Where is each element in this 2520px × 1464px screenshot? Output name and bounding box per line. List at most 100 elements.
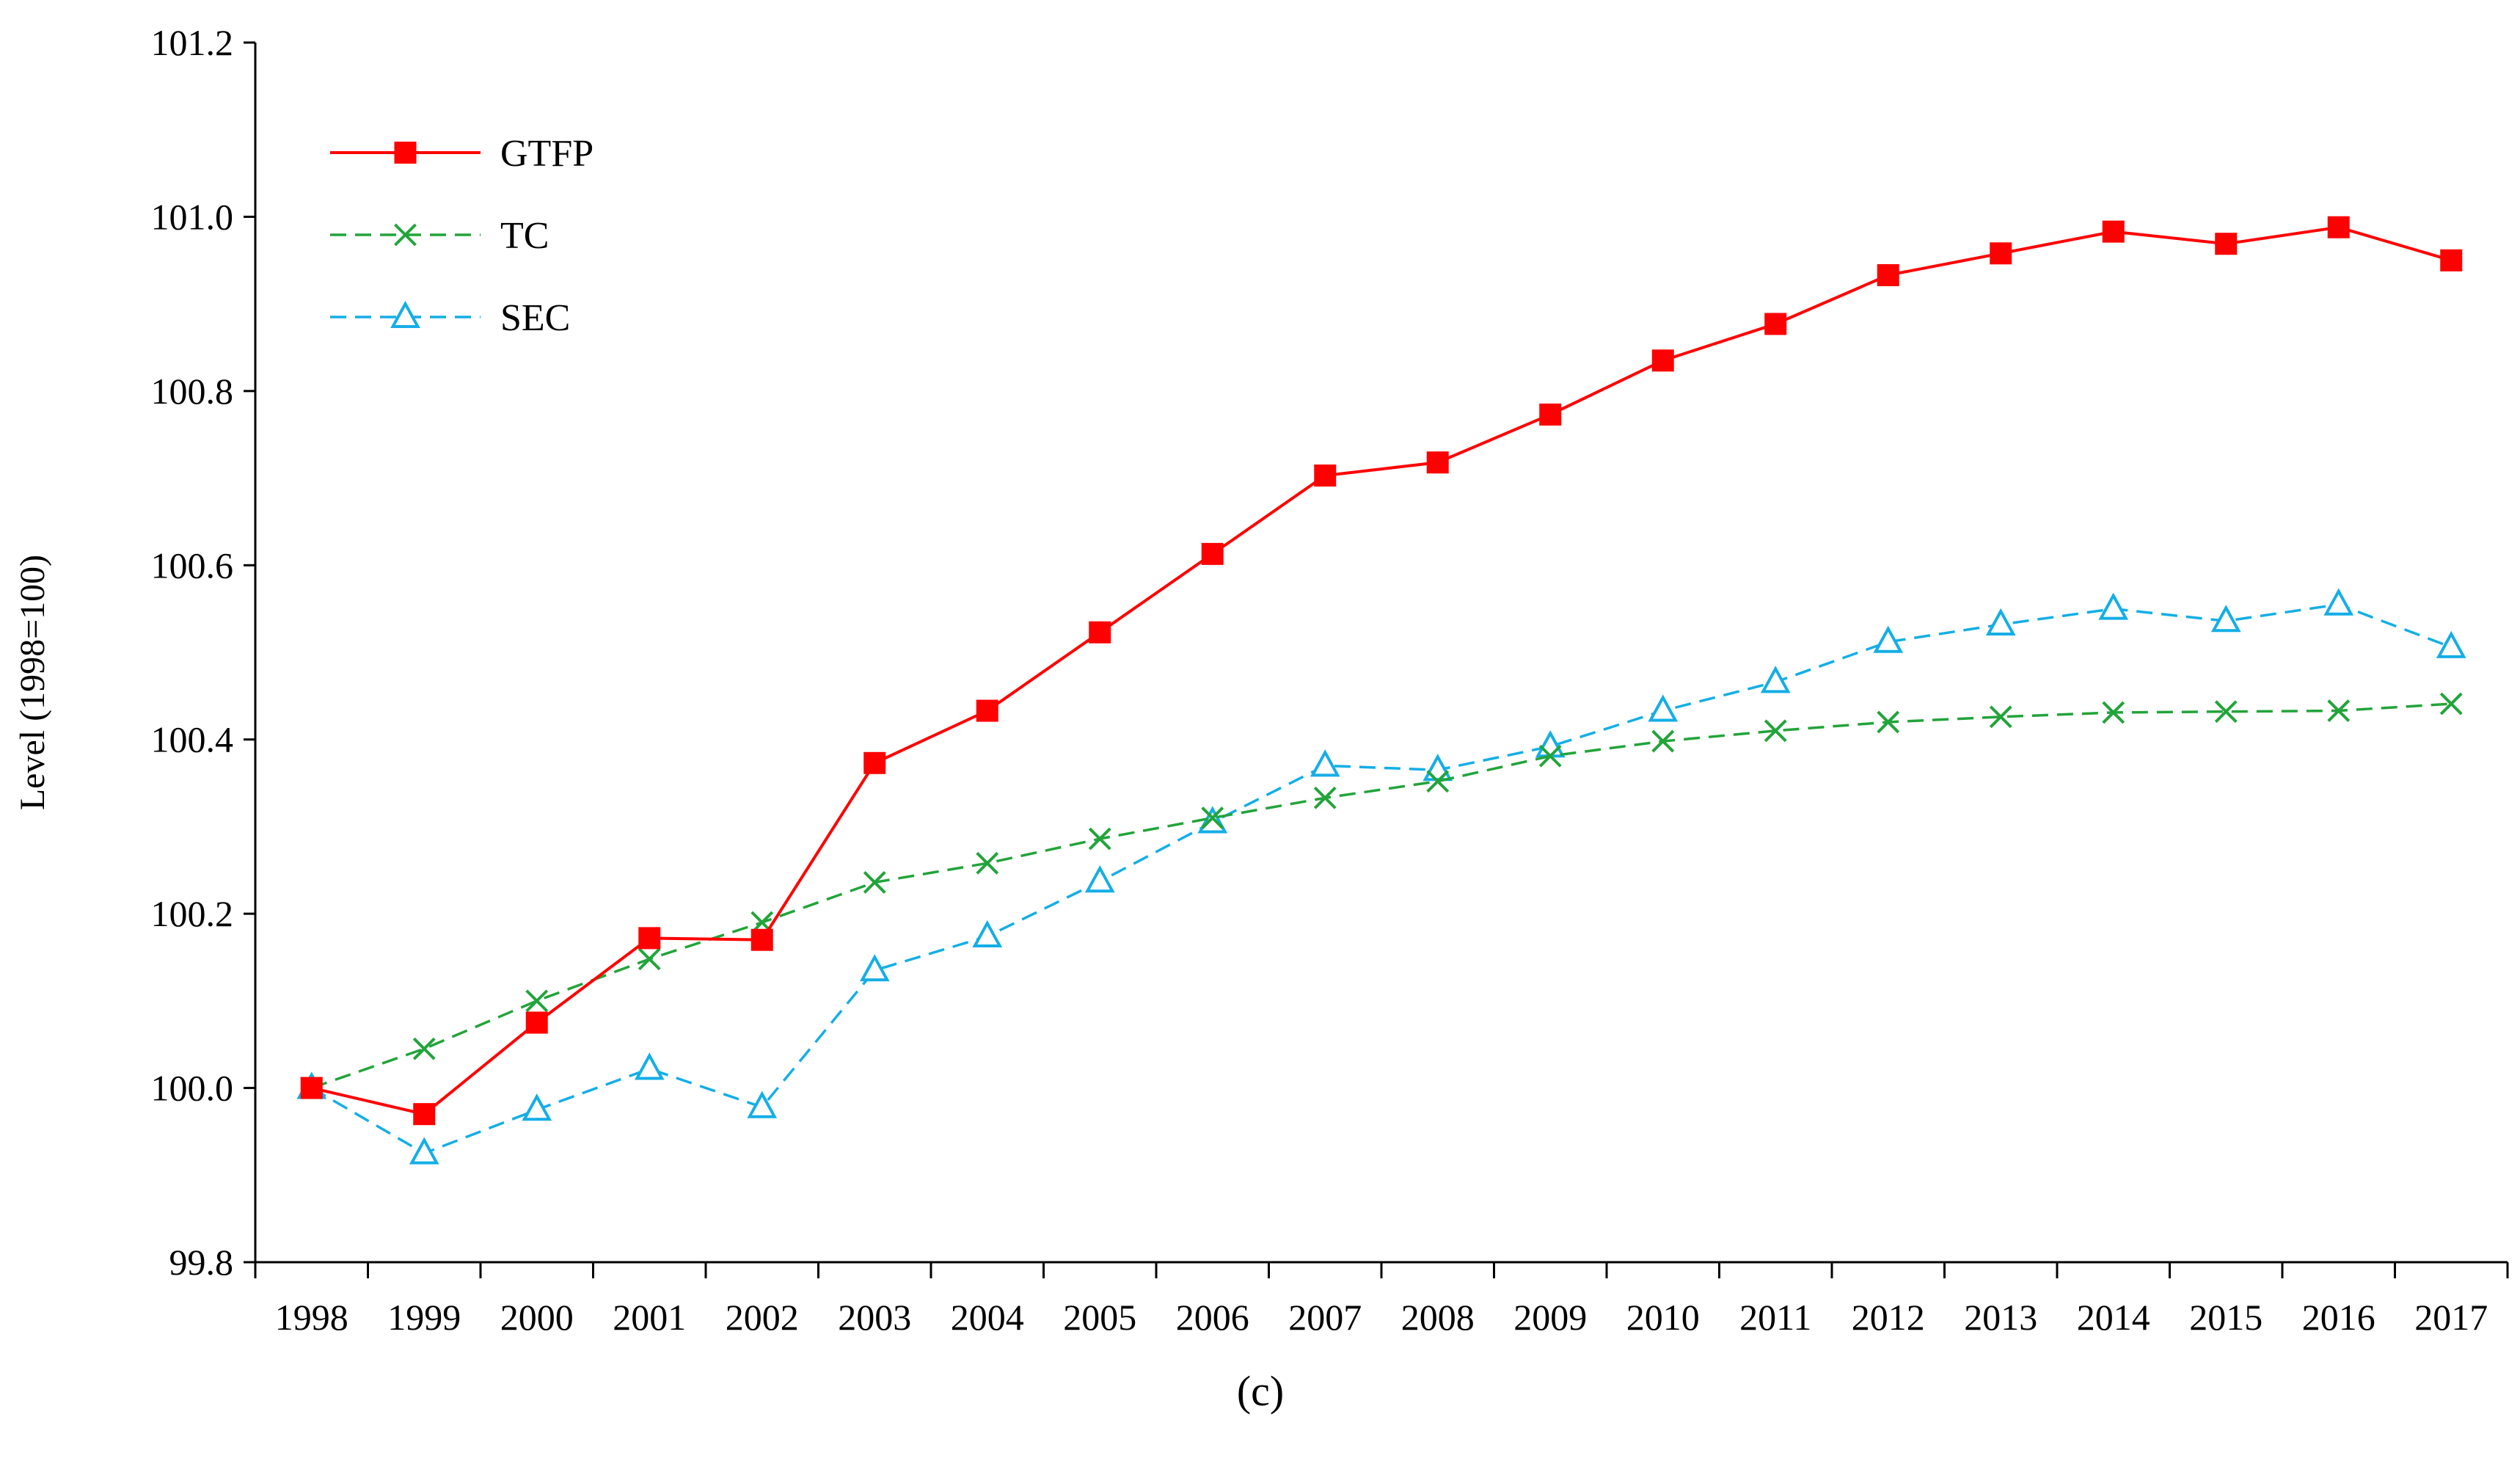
- data-point-tc: [1088, 827, 1111, 851]
- data-point-sec: [2436, 630, 2466, 658]
- data-point-tc: [1426, 770, 1450, 793]
- data-point-sec: [522, 1093, 552, 1121]
- series-gtfp: [300, 216, 2463, 1126]
- x-tick-label: 2003: [838, 1297, 911, 1338]
- y-tick-label: 100.8: [151, 371, 234, 412]
- data-point-tc: [2102, 701, 2125, 724]
- figure-caption: (c): [1237, 1367, 1284, 1415]
- x-marker-stroke: [525, 989, 549, 1013]
- data-point-gtfp: [1426, 451, 1449, 474]
- x-marker-stroke: [2102, 701, 2125, 724]
- data-point-gtfp: [1089, 621, 1111, 644]
- x-tick-label: 2002: [726, 1297, 799, 1338]
- x-tick-label: 1999: [387, 1297, 461, 1338]
- x-tick-label: 2015: [2189, 1297, 2262, 1338]
- x-marker-stroke: [1088, 827, 1111, 851]
- data-point-sec: [2098, 592, 2129, 620]
- x-tick-label: 2007: [1288, 1297, 1362, 1338]
- legend: GTFP TC SEC: [330, 133, 594, 339]
- data-point-tc: [1877, 710, 1900, 734]
- series-line-tc: [311, 702, 2452, 1090]
- data-point-tc: [525, 989, 549, 1013]
- x-tick-label: 2011: [1739, 1297, 1811, 1338]
- x-marker-stroke: [1764, 719, 1787, 743]
- legend-item-gtfp: GTFP: [330, 133, 594, 175]
- x-tick-label: 2004: [951, 1297, 1024, 1338]
- x-tick-label: 2009: [1513, 1297, 1587, 1338]
- data-point-tc: [1989, 705, 2012, 729]
- data-point-sec: [1310, 749, 1340, 777]
- x-tick-label: 2012: [1852, 1297, 1925, 1338]
- data-point-tc: [1764, 719, 1787, 743]
- x-marker-stroke: [2327, 699, 2351, 722]
- x-tick-label: 2013: [1964, 1297, 2037, 1338]
- x-tick-label: 2010: [1626, 1297, 1700, 1338]
- legend-label-sec: SEC: [500, 297, 570, 339]
- data-point-gtfp: [638, 927, 661, 950]
- data-point-sec: [747, 1090, 778, 1118]
- x-marker-stroke: [863, 870, 886, 894]
- data-point-gtfp: [750, 928, 773, 951]
- data-point-gtfp: [1651, 349, 1674, 372]
- x-tick-label: 2016: [2302, 1297, 2375, 1338]
- data-point-sec: [1873, 625, 1904, 653]
- data-point-tc: [1651, 729, 1675, 753]
- data-point-gtfp: [2440, 249, 2463, 272]
- y-axis-title: Level (1998=100): [13, 555, 52, 810]
- x-tick-label: 1998: [275, 1297, 348, 1338]
- x-marker-stroke: [1538, 744, 1562, 768]
- legend-item-sec: SEC: [330, 297, 570, 339]
- series-line-sec: [310, 602, 2452, 1155]
- data-point-tc: [1313, 786, 1337, 809]
- data-point-tc: [2327, 699, 2351, 722]
- legend-marker-gtfp: [394, 142, 417, 164]
- data-point-tc: [976, 851, 999, 875]
- legend-label-gtfp: GTFP: [500, 133, 594, 175]
- y-tick-label: 100.6: [151, 545, 234, 586]
- data-point-sec: [1084, 865, 1115, 893]
- legend-label-tc: TC: [500, 215, 549, 257]
- x-tick-label: 2005: [1063, 1297, 1136, 1338]
- data-point-tc: [2439, 692, 2463, 715]
- data-point-gtfp: [300, 1077, 323, 1099]
- data-point-gtfp: [413, 1103, 436, 1126]
- data-point-tc: [1201, 806, 1224, 829]
- x-tick-label: 2017: [2414, 1297, 2488, 1338]
- data-point-gtfp: [863, 751, 886, 774]
- data-point-gtfp: [1539, 403, 1562, 426]
- data-point-tc: [412, 1037, 436, 1060]
- x-marker-stroke: [1201, 806, 1224, 829]
- data-point-sec: [1648, 694, 1679, 722]
- y-tick-label: 99.8: [169, 1242, 234, 1283]
- x-marker-stroke: [1877, 710, 1900, 734]
- data-point-gtfp: [2327, 216, 2350, 238]
- x-tick-label: 2008: [1401, 1297, 1475, 1338]
- x-tick-label: 2001: [613, 1297, 686, 1338]
- data-point-sec: [409, 1137, 439, 1165]
- legend-marker-sec: [390, 300, 420, 328]
- x-marker-stroke: [2214, 700, 2238, 724]
- data-point-gtfp: [525, 1011, 548, 1034]
- axes: 99.8 100.0 100.2 100.4 100.6 100.8 101.0 101.2 1…: [151, 22, 2509, 1338]
- data-point-sec: [2210, 605, 2241, 633]
- x-marker-stroke: [1651, 729, 1675, 753]
- x-marker-stroke: [1426, 770, 1450, 793]
- x-marker-stroke: [1313, 786, 1337, 809]
- data-point-tc: [1538, 744, 1562, 768]
- data-point-sec: [634, 1052, 665, 1080]
- legend-item-tc: TC: [330, 215, 549, 257]
- x-tick-label: 2006: [1176, 1297, 1249, 1338]
- data-point-tc: [638, 947, 661, 971]
- data-point-gtfp: [2102, 220, 2125, 243]
- series-line-gtfp: [311, 225, 2452, 1116]
- series-sec: [296, 588, 2466, 1165]
- x-marker-stroke: [1989, 705, 2012, 729]
- data-point-sec: [2323, 588, 2354, 616]
- y-tick-label: 101.2: [151, 22, 234, 63]
- data-point-sec: [1985, 608, 2016, 636]
- data-point-sec: [859, 954, 890, 982]
- data-point-gtfp: [976, 699, 998, 722]
- y-tick-label: 100.2: [151, 893, 234, 934]
- x-tick-label: 2000: [500, 1297, 574, 1338]
